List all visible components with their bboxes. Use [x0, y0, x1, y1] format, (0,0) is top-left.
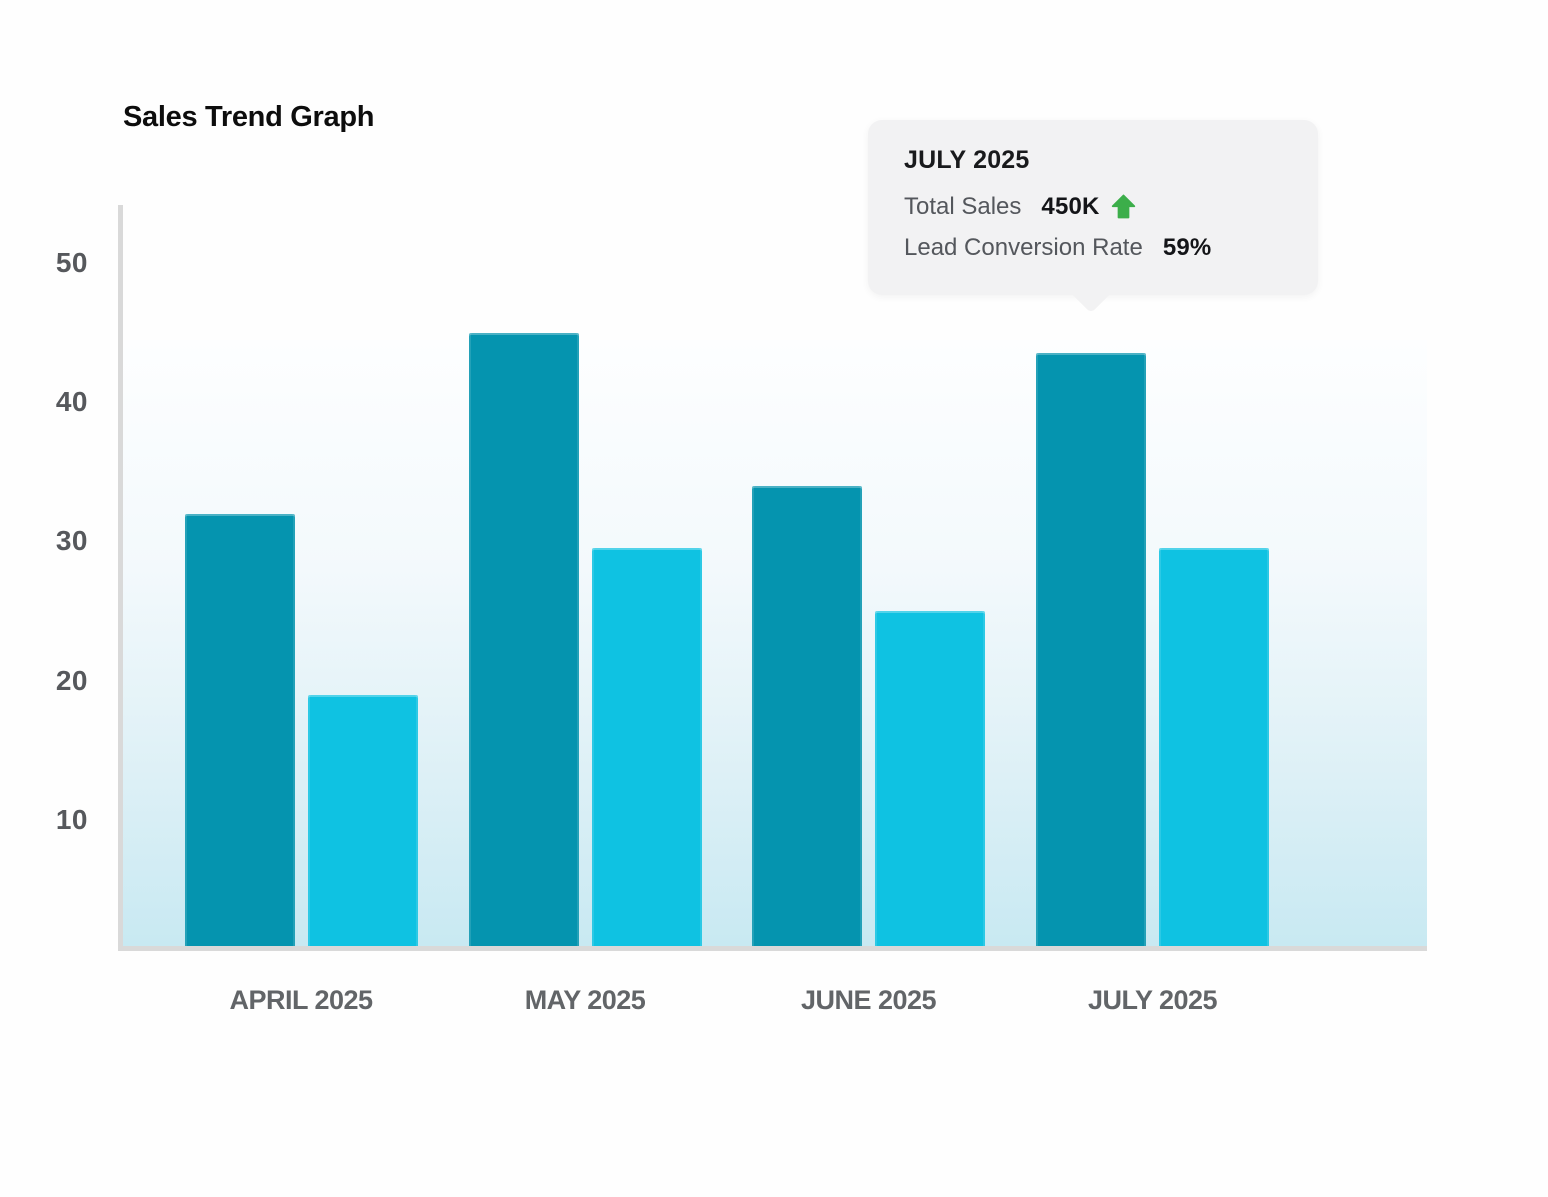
x-category-label-may-2025: MAY 2025	[524, 985, 646, 1015]
y-tick-label-40: 40	[55, 386, 88, 418]
bar-july-2025-primary[interactable]	[1036, 353, 1146, 946]
tooltip-row-value: 59%	[1162, 233, 1212, 261]
x-axis-line	[118, 946, 1427, 951]
y-tick-label-30: 30	[55, 525, 88, 557]
chart-title: Sales Trend Graph	[123, 101, 375, 133]
x-category-label-june-2025: JUNE 2025	[800, 985, 937, 1015]
bar-april-2025-primary[interactable]	[184, 514, 295, 946]
tooltip-row-label: Lead Conversion Rate	[904, 233, 1143, 261]
y-tick-label-10: 10	[55, 803, 88, 835]
bar-may-2025-primary[interactable]	[468, 333, 579, 946]
bar-june-2025-secondary[interactable]	[875, 611, 985, 946]
bar-july-2025-secondary[interactable]	[1159, 548, 1269, 946]
bar-june-2025-primary[interactable]	[752, 486, 862, 946]
x-category-label-april-2025: APRIL 2025	[229, 985, 373, 1015]
tooltip: JULY 2025 Total Sales 450K Lead Conversion…	[868, 120, 1318, 314]
tooltip-row-lead-conversion-rate: Lead Conversion Rate 59%	[904, 227, 1282, 268]
y-tick-label-20: 20	[55, 664, 88, 696]
tooltip-row-total-sales: Total Sales 450K	[904, 186, 1282, 227]
trend-up-arrow-icon	[1110, 193, 1137, 220]
y-tick-label-50: 50	[55, 247, 88, 278]
tooltip-rows: Total Sales 450K Lead Conversion Rate 59%	[904, 186, 1282, 268]
y-axis-line	[118, 205, 123, 951]
tooltip-pointer-icon	[1069, 270, 1113, 314]
bar-april-2025-secondary[interactable]	[307, 695, 418, 946]
tooltip-row-value: 450K	[1041, 192, 1100, 220]
tooltip-title: JULY 2025	[904, 146, 1030, 174]
bar-may-2025-secondary[interactable]	[591, 548, 702, 946]
x-category-label-july-2025: JULY 2025	[1087, 985, 1218, 1015]
tooltip-row-label: Total Sales	[904, 192, 1022, 220]
